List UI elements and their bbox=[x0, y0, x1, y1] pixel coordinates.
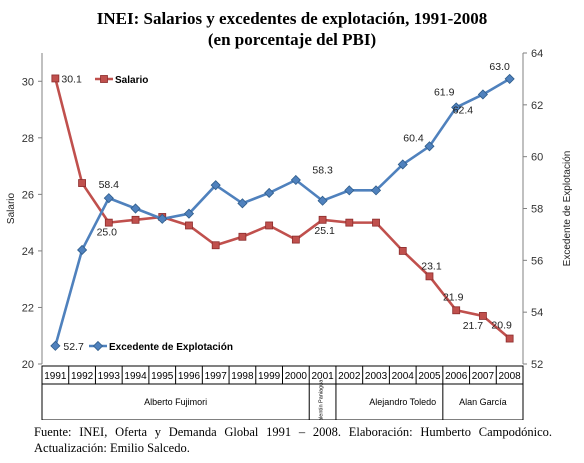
x-tick-label: 1998 bbox=[231, 371, 254, 382]
x-tick-label: 1991 bbox=[44, 371, 67, 382]
data-point-excedente bbox=[504, 73, 515, 84]
x-tick-label: 2006 bbox=[445, 371, 468, 382]
data-label: 61.9 bbox=[434, 86, 455, 98]
data-label: 58.4 bbox=[99, 179, 120, 191]
right-tick-label: 64 bbox=[531, 48, 543, 60]
legend-label-excedente: Excedente de Explotación bbox=[109, 342, 233, 353]
data-point-salario bbox=[505, 334, 514, 343]
data-point-excedente bbox=[157, 213, 168, 224]
data-point-salario bbox=[211, 241, 220, 250]
legend-marker-salario bbox=[100, 75, 108, 83]
x-tick-label: 2003 bbox=[365, 371, 388, 382]
data-point-salario bbox=[318, 215, 327, 224]
left-tick-label: 30 bbox=[22, 76, 34, 88]
right-tick-label: 56 bbox=[531, 255, 543, 267]
data-point-excedente bbox=[397, 159, 408, 170]
data-point-excedente bbox=[237, 198, 248, 209]
data-point-salario bbox=[238, 232, 247, 241]
data-point-salario bbox=[265, 221, 274, 230]
data-point-excedente bbox=[130, 203, 141, 214]
data-point-excedente bbox=[344, 185, 355, 196]
x-tick-label: 2001 bbox=[311, 371, 334, 382]
x-tick-label: 2007 bbox=[472, 371, 495, 382]
x-tick-label: 2005 bbox=[418, 371, 441, 382]
right-tick-label: 54 bbox=[531, 307, 543, 319]
data-point-excedente bbox=[317, 195, 328, 206]
left-axis-title: Salario bbox=[6, 193, 17, 225]
data-point-excedente bbox=[264, 187, 275, 199]
x-tick-label: 1993 bbox=[98, 371, 121, 382]
chart-title-line-2: (en porcentaje del PBI) bbox=[207, 30, 377, 49]
chart-title-line-1: INEI: Salarios y excedentes de explotaci… bbox=[96, 9, 488, 28]
data-point-salario bbox=[372, 218, 380, 227]
data-label: 20.9 bbox=[491, 320, 512, 332]
data-point-excedente bbox=[77, 244, 88, 256]
legend-label-salario: Salario bbox=[115, 75, 148, 86]
data-point-salario bbox=[51, 74, 60, 83]
period-label: Alberto Fujimori bbox=[144, 397, 207, 407]
x-tick-label: 1994 bbox=[124, 371, 147, 382]
period-label: Alan García bbox=[459, 397, 507, 407]
left-tick-label: 28 bbox=[22, 133, 34, 145]
data-point-excedente bbox=[370, 185, 382, 196]
data-label: 58.3 bbox=[312, 165, 333, 177]
data-label: 25.0 bbox=[97, 227, 118, 239]
right-tick-label: 58 bbox=[531, 204, 543, 216]
data-point-salario bbox=[185, 221, 193, 230]
data-label: 21.9 bbox=[443, 291, 464, 303]
data-point-salario bbox=[131, 215, 140, 224]
data-label: 62.4 bbox=[453, 104, 474, 116]
data-point-excedente bbox=[50, 340, 61, 351]
data-point-excedente bbox=[183, 208, 195, 219]
series-line-salario bbox=[54, 78, 511, 340]
data-label: 63.0 bbox=[489, 61, 510, 73]
data-point-excedente bbox=[290, 174, 301, 186]
data-point-salario bbox=[78, 179, 86, 187]
data-label: 21.7 bbox=[463, 320, 484, 332]
data-point-salario bbox=[345, 218, 354, 227]
x-tick-label: 2000 bbox=[285, 371, 308, 382]
left-tick-label: 24 bbox=[22, 246, 34, 258]
data-point-salario bbox=[291, 235, 300, 244]
left-tick-label: 26 bbox=[22, 189, 34, 201]
data-point-salario bbox=[104, 218, 113, 227]
right-tick-label: 62 bbox=[531, 100, 543, 112]
data-point-salario bbox=[425, 272, 434, 281]
chart: 20 22 24 26 28 30 52 54 56 58 60 62 64 Salario Exceden… bbox=[6, 48, 573, 420]
data-label: 25.1 bbox=[314, 225, 335, 237]
left-tick-label: 22 bbox=[22, 302, 34, 314]
right-tick-label: 60 bbox=[531, 152, 543, 164]
data-label: 30.1 bbox=[61, 73, 82, 85]
x-tick-label: 1995 bbox=[151, 371, 174, 382]
x-tick-label: 1996 bbox=[178, 371, 201, 382]
data-point-excedente bbox=[424, 141, 435, 152]
data-point-salario bbox=[479, 312, 487, 320]
right-tick-label: 52 bbox=[531, 359, 543, 371]
data-point-excedente bbox=[451, 102, 462, 113]
data-label: 23.1 bbox=[421, 260, 442, 272]
x-tick-label: 2004 bbox=[392, 371, 415, 382]
x-tick-label: 2008 bbox=[499, 371, 522, 382]
series-line-excedente bbox=[54, 77, 511, 347]
data-point-excedente bbox=[210, 180, 221, 191]
period-label: Valentín Paniagua bbox=[319, 379, 325, 420]
left-tick-label: 20 bbox=[22, 359, 34, 371]
period-label: Alejandro Toledo bbox=[369, 397, 436, 407]
x-tick-label: 2002 bbox=[338, 371, 361, 382]
x-tick-label: 1999 bbox=[258, 371, 281, 382]
right-axis-title: Excedente de Explotación bbox=[562, 151, 573, 267]
x-tick-label: 1992 bbox=[71, 371, 94, 382]
data-point-salario bbox=[452, 306, 461, 315]
x-tick-label: 1997 bbox=[205, 371, 228, 382]
source-note: Fuente: INEI, Oferta y Demanda Global 19… bbox=[34, 425, 552, 455]
legend-marker-excedente bbox=[92, 340, 104, 352]
data-point-excedente bbox=[477, 89, 488, 100]
data-point-salario bbox=[398, 247, 407, 255]
data-label: 52.7 bbox=[63, 341, 84, 353]
data-label: 60.4 bbox=[403, 132, 424, 144]
data-point-excedente bbox=[103, 193, 114, 204]
